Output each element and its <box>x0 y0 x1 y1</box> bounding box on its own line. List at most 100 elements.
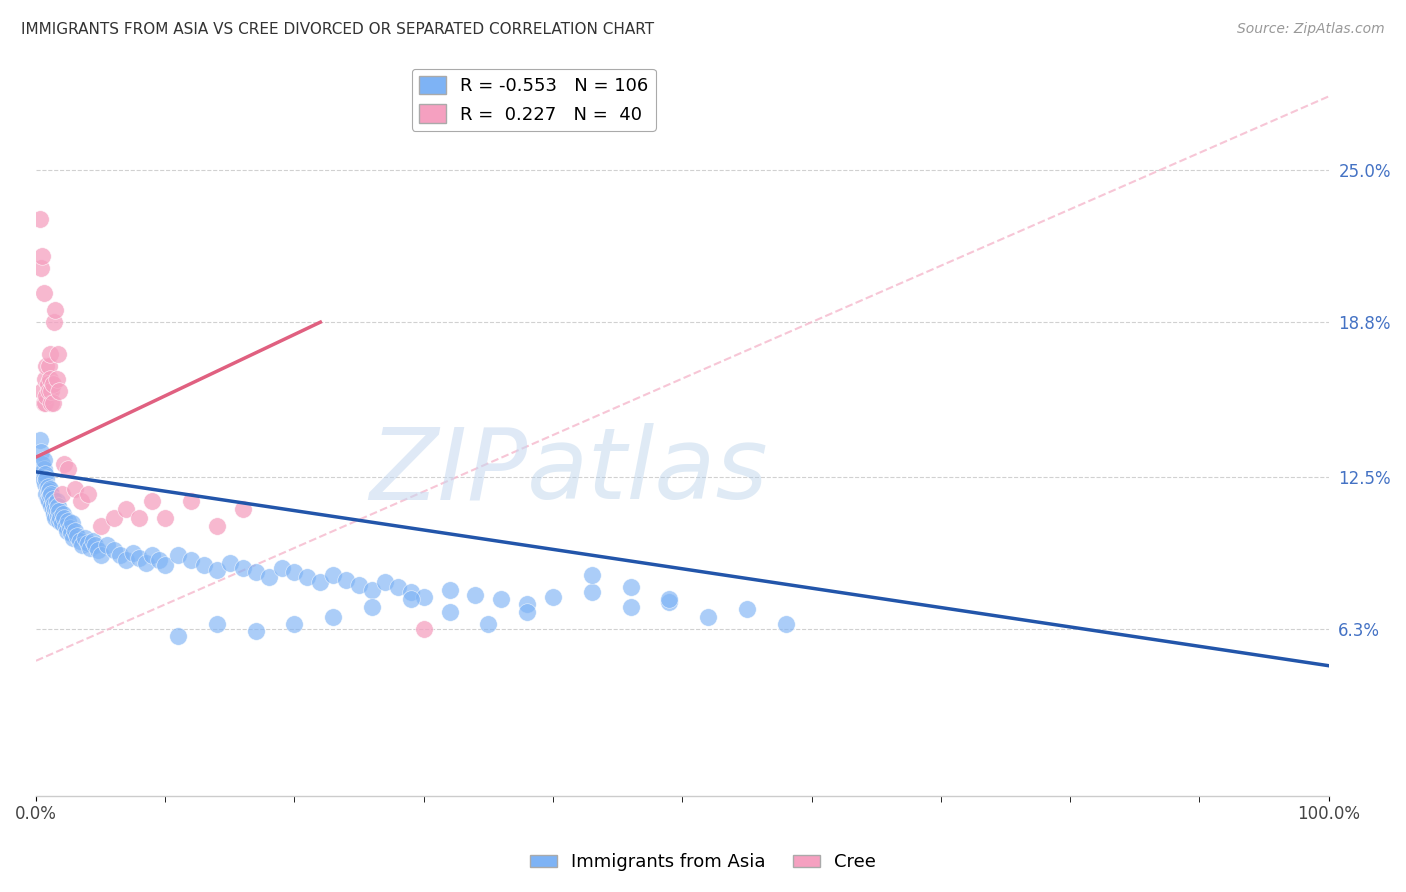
Point <box>167 549 190 563</box>
Point <box>41 396 63 410</box>
Point <box>34 396 56 410</box>
Point <box>335 573 357 587</box>
Point <box>245 566 267 580</box>
Point <box>477 617 499 632</box>
Point <box>412 622 434 636</box>
Point <box>491 592 513 607</box>
Point <box>76 487 98 501</box>
Point <box>180 553 202 567</box>
Point <box>42 491 65 506</box>
Text: ZIP: ZIP <box>368 424 527 520</box>
Point <box>135 556 157 570</box>
Point <box>412 590 434 604</box>
Point <box>38 359 60 374</box>
Point <box>39 371 62 385</box>
Point <box>34 371 56 385</box>
Point <box>35 389 58 403</box>
Point <box>38 484 60 499</box>
Point <box>218 556 240 570</box>
Point <box>658 592 681 607</box>
Point <box>31 458 53 472</box>
Point <box>55 518 77 533</box>
Point <box>82 533 104 548</box>
Point <box>30 261 52 276</box>
Point <box>39 482 62 496</box>
Text: atlas: atlas <box>527 424 769 520</box>
Point <box>79 541 101 555</box>
Point <box>141 494 163 508</box>
Point <box>28 433 51 447</box>
Point <box>619 599 641 614</box>
Point <box>46 347 69 361</box>
Point <box>45 371 67 385</box>
Point <box>347 578 370 592</box>
Point <box>141 549 163 563</box>
Point <box>53 458 76 472</box>
Point <box>322 609 344 624</box>
Point <box>283 566 305 580</box>
Point <box>115 553 138 567</box>
Point <box>44 302 66 317</box>
Point <box>103 543 125 558</box>
Point <box>96 539 118 553</box>
Point <box>30 445 52 459</box>
Point <box>155 511 177 525</box>
Point <box>697 609 720 624</box>
Point <box>46 499 69 513</box>
Point <box>735 602 758 616</box>
Point <box>115 501 138 516</box>
Point <box>90 549 112 563</box>
Point <box>28 212 51 227</box>
Point <box>297 570 319 584</box>
Point <box>48 504 70 518</box>
Point <box>516 598 538 612</box>
Point <box>399 585 422 599</box>
Point <box>46 508 69 523</box>
Point <box>322 568 344 582</box>
Point <box>42 376 65 391</box>
Point <box>38 384 60 398</box>
Point <box>128 550 150 565</box>
Point <box>41 499 63 513</box>
Point <box>232 501 254 516</box>
Point <box>31 469 53 483</box>
Point <box>32 452 55 467</box>
Point <box>48 514 70 528</box>
Point <box>63 482 86 496</box>
Point <box>42 501 65 516</box>
Point <box>283 617 305 632</box>
Point <box>581 585 603 599</box>
Point <box>309 575 332 590</box>
Point <box>31 384 53 398</box>
Point <box>58 514 80 528</box>
Point <box>361 582 384 597</box>
Point <box>35 359 58 374</box>
Point <box>361 599 384 614</box>
Point <box>205 617 228 632</box>
Point <box>66 529 89 543</box>
Point <box>84 539 107 553</box>
Point <box>35 472 58 486</box>
Point <box>108 549 131 563</box>
Point <box>56 524 79 538</box>
Point <box>619 580 641 594</box>
Point <box>39 489 62 503</box>
Point <box>439 582 461 597</box>
Point <box>32 462 55 476</box>
Text: Source: ZipAtlas.com: Source: ZipAtlas.com <box>1237 22 1385 37</box>
Point <box>32 285 55 300</box>
Text: IMMIGRANTS FROM ASIA VS CREE DIVORCED OR SEPARATED CORRELATION CHART: IMMIGRANTS FROM ASIA VS CREE DIVORCED OR… <box>21 22 654 37</box>
Point <box>63 524 86 538</box>
Legend: Immigrants from Asia, Cree: Immigrants from Asia, Cree <box>523 847 883 879</box>
Point <box>232 560 254 574</box>
Point <box>58 521 80 535</box>
Point <box>38 494 60 508</box>
Point <box>44 511 66 525</box>
Point <box>37 479 59 493</box>
Point <box>42 507 65 521</box>
Point <box>72 539 94 553</box>
Point <box>245 624 267 639</box>
Legend: R = -0.553   N = 106, R =  0.227   N =  40: R = -0.553 N = 106, R = 0.227 N = 40 <box>412 69 655 131</box>
Point <box>180 494 202 508</box>
Point <box>155 558 177 573</box>
